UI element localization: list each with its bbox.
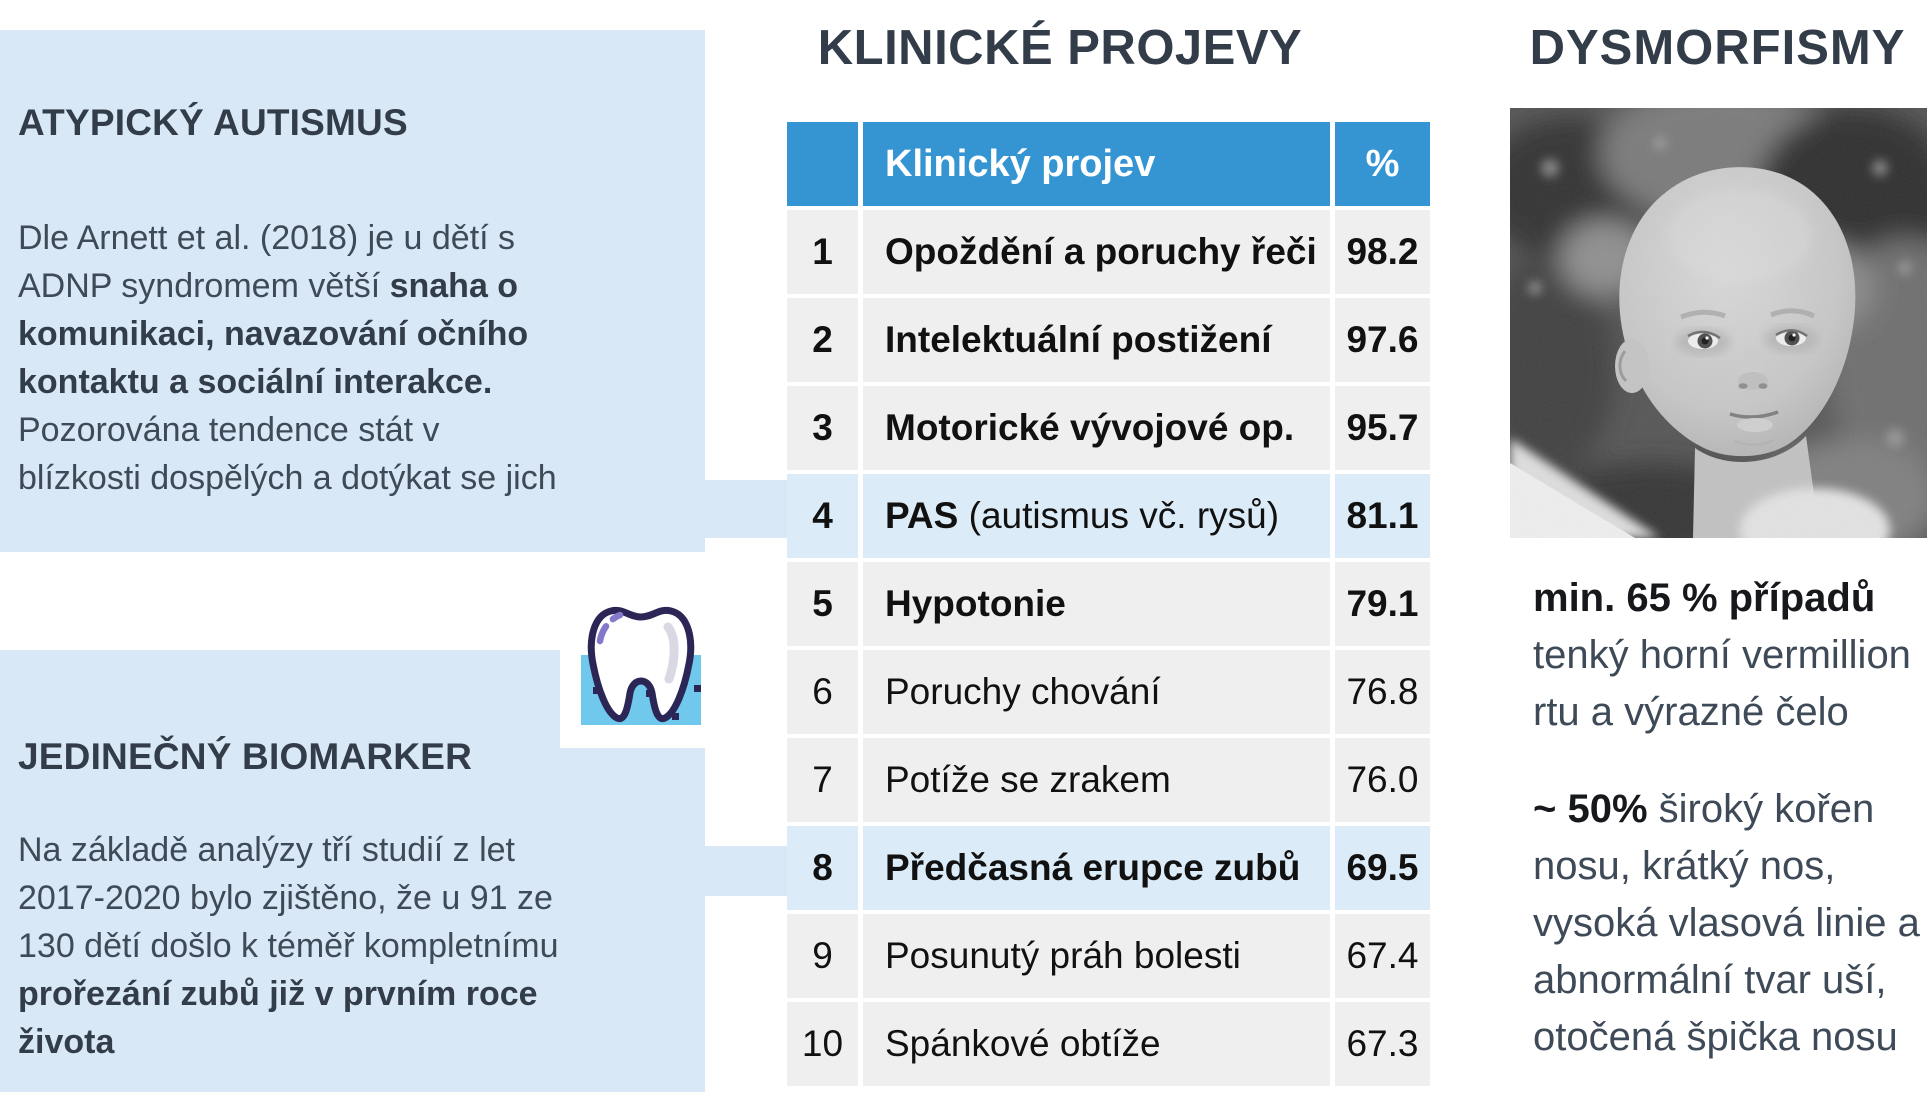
row-percent: 97.6: [1335, 298, 1430, 382]
table-row: 5 Hypotonie 79.1: [787, 562, 1430, 646]
row-label: Předčasná erupce zubů: [863, 826, 1330, 910]
row-rank: 2: [787, 298, 858, 382]
header-rank-cell: [787, 122, 858, 206]
row-rank: 3: [787, 386, 858, 470]
row-rank: 4: [787, 474, 858, 558]
atypical-autism-heading: ATYPICKÝ AUTISMUS: [18, 102, 408, 143]
row-percent: 69.5: [1335, 826, 1430, 910]
row-percent: 67.4: [1335, 914, 1430, 998]
row-percent: 76.8: [1335, 650, 1430, 734]
header-pct-cell: %: [1335, 122, 1430, 206]
row-rank: 6: [787, 650, 858, 734]
atypical-autism-panel: ATYPICKÝ AUTISMUS Dle Arnett et al. (201…: [0, 30, 705, 552]
row-percent: 95.7: [1335, 386, 1430, 470]
table-row: 10 Spánkové obtíže 67.3: [787, 1002, 1430, 1086]
connector-biomarker-to-row8: [705, 846, 789, 896]
row-label: Opoždění a poruchy řeči: [863, 210, 1330, 294]
row-label: Hypotonie: [863, 562, 1330, 646]
row-percent: 98.2: [1335, 210, 1430, 294]
row-percent: 76.0: [1335, 738, 1430, 822]
dysmorphisms-title: DYSMORFISMY: [1529, 21, 1906, 75]
row-rank: 8: [787, 826, 858, 910]
row-label: Posunutý práh bolesti: [863, 914, 1330, 998]
unique-biomarker-heading: JEDINEČNÝ BIOMARKER: [18, 736, 473, 777]
row-rank: 9: [787, 914, 858, 998]
dys-paragraph-2: ~ 50% široký kořen nosu, krátký nos, vys…: [1533, 787, 1920, 1059]
row-label: PAS (autismus vč. rysů): [863, 474, 1330, 558]
atypical-autism-paragraph: Dle Arnett et al. (2018) je u dětí s ADN…: [18, 219, 557, 497]
table-body: 1 Opoždění a poruchy řeči 98.2 2 Intelek…: [787, 210, 1430, 1086]
table-row: 7 Potíže se zrakem 76.0: [787, 738, 1430, 822]
tooth-icon: [581, 606, 701, 725]
connector-autism-to-row4: [705, 480, 789, 538]
table-row: 4 PAS (autismus vč. rysů) 81.1: [787, 474, 1430, 558]
clinical-title: KLINICKÉ PROJEVY: [817, 21, 1303, 75]
row-rank: 7: [787, 738, 858, 822]
clinical-table: Klinický projev % 1 Opoždění a poruchy ř…: [787, 122, 1430, 1090]
row-label: Potíže se zrakem: [863, 738, 1330, 822]
table-row: 3 Motorické vývojové op. 95.7: [787, 386, 1430, 470]
child-photo: [1510, 108, 1927, 538]
table-row: 8 Předčasná erupce zubů 69.5: [787, 826, 1430, 910]
row-rank: 1: [787, 210, 858, 294]
dys-paragraph-1: min. 65 % případů tenký horní vermillion…: [1533, 576, 1911, 734]
table-row: 9 Posunutý práh bolesti 67.4: [787, 914, 1430, 998]
dysmorphisms-text: min. 65 % případů tenký horní vermillion…: [1533, 570, 1932, 1106]
row-percent: 79.1: [1335, 562, 1430, 646]
row-rank: 5: [787, 562, 858, 646]
table-header-row: Klinický projev %: [787, 122, 1430, 206]
row-label: Poruchy chování: [863, 650, 1330, 734]
row-label: Motorické vývojové op.: [863, 386, 1330, 470]
row-label: Intelektuální postižení: [863, 298, 1330, 382]
row-percent: 67.3: [1335, 1002, 1430, 1086]
header-label-cell: Klinický projev: [863, 122, 1330, 206]
unique-biomarker-paragraph: Na základě analýzy tří studií z let 2017…: [18, 831, 559, 1061]
table-row: 2 Intelektuální postižení 97.6: [787, 298, 1430, 382]
row-rank: 10: [787, 1002, 858, 1086]
table-row: 6 Poruchy chování 76.8: [787, 650, 1430, 734]
table-row: 1 Opoždění a poruchy řeči 98.2: [787, 210, 1430, 294]
row-label: Spánkové obtíže: [863, 1002, 1330, 1086]
row-percent: 81.1: [1335, 474, 1430, 558]
tooth-icon-card: [560, 587, 723, 748]
